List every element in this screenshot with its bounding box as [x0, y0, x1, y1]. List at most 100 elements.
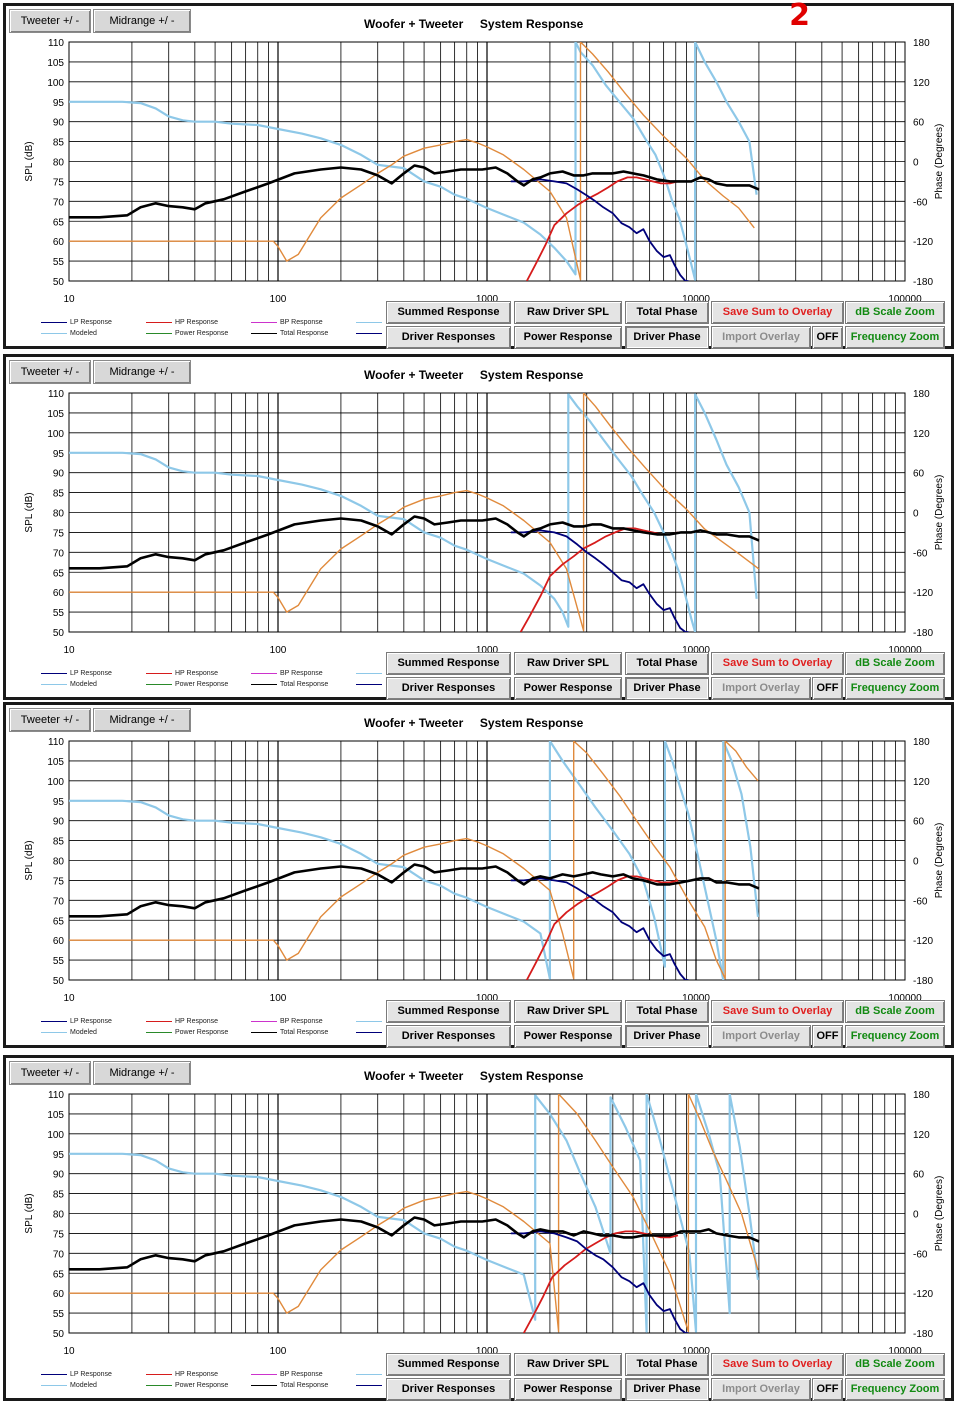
db-scale-zoom-button[interactable]: dB Scale Zoom [845, 652, 945, 675]
y2-tick-label: 120 [913, 429, 930, 440]
import-overlay-button[interactable]: Import Overlay [711, 1378, 811, 1401]
midrange-adjust-button[interactable]: Midrange +/ - [93, 360, 191, 384]
total-phase-button[interactable]: Total Phase [625, 1000, 709, 1023]
raw-driver-spl-button[interactable]: Raw Driver SPL [514, 652, 622, 675]
x-tick-label: 10000 [682, 294, 710, 305]
y-tick-label: 105 [47, 409, 64, 420]
raw-driver-spl-button[interactable]: Raw Driver SPL [514, 1000, 622, 1023]
tweeter-adjust-button[interactable]: Tweeter +/ - [9, 360, 91, 384]
response-plot: 50556065707580859095100105110-180-120-60… [24, 737, 945, 1004]
power-response-button[interactable]: Power Response [514, 1378, 622, 1401]
driver-phase-button[interactable]: Driver Phase [625, 326, 709, 349]
save-sum-button[interactable]: Save Sum to Overlay [711, 652, 844, 675]
legend-swatch [356, 672, 382, 674]
off-button[interactable]: OFF [812, 326, 843, 349]
frequency-zoom-button[interactable]: Frequency Zoom [845, 1378, 945, 1401]
summed-response-button[interactable]: Summed Response [386, 1000, 511, 1023]
y2-tick-label: 120 [913, 777, 930, 788]
legend-item: BP Response [251, 1371, 323, 1378]
total-phase-button[interactable]: Total Phase [625, 1353, 709, 1376]
db-scale-zoom-button[interactable]: dB Scale Zoom [845, 301, 945, 324]
save-sum-button[interactable]: Save Sum to Overlay [711, 1353, 844, 1376]
driver-responses-button[interactable]: Driver Responses [386, 677, 511, 700]
off-button[interactable]: OFF [812, 1378, 843, 1401]
driver-responses-button[interactable]: Driver Responses [386, 1025, 511, 1048]
y-tick-label: 50 [53, 1329, 65, 1340]
y-tick-label: 90 [53, 118, 65, 129]
tweeter-phase-curve [69, 393, 760, 632]
y-tick-label: 55 [53, 257, 65, 268]
y-tick-label: 85 [53, 837, 65, 848]
midrange-adjust-button[interactable]: Midrange +/ - [93, 1061, 191, 1085]
off-button[interactable]: OFF [812, 1025, 843, 1048]
summed-response-button[interactable]: Summed Response [386, 652, 511, 675]
tweeter-adjust-button[interactable]: Tweeter +/ - [9, 9, 91, 33]
save-sum-button[interactable]: Save Sum to Overlay [711, 1000, 844, 1023]
y-tick-label: 70 [53, 1249, 65, 1260]
legend-swatch [356, 321, 382, 323]
legend-swatch [146, 1031, 172, 1033]
legend-label: BP Response [280, 1371, 323, 1378]
frequency-zoom-button[interactable]: Frequency Zoom [845, 677, 945, 700]
y-tick-label: 95 [53, 98, 65, 109]
legend-swatch [146, 672, 172, 674]
y-tick-label: 60 [53, 936, 65, 947]
raw-driver-spl-button[interactable]: Raw Driver SPL [514, 301, 622, 324]
db-scale-zoom-button[interactable]: dB Scale Zoom [845, 1353, 945, 1376]
import-overlay-button[interactable]: Import Overlay [711, 677, 811, 700]
legend-label: Power Response [175, 1029, 229, 1036]
total-phase-button[interactable]: Total Phase [625, 652, 709, 675]
midrange-adjust-button[interactable]: Midrange +/ - [93, 708, 191, 732]
legend-label: Modeled [70, 330, 97, 337]
power-response-button[interactable]: Power Response [514, 677, 622, 700]
power-response-button[interactable]: Power Response [514, 326, 622, 349]
x-tick-label: 100000 [888, 294, 922, 305]
legend-item: Power Response [146, 681, 228, 688]
power-response-button[interactable]: Power Response [514, 1025, 622, 1048]
y-tick-label: 110 [48, 38, 64, 49]
tweeter-adjust-button[interactable]: Tweeter +/ - [9, 708, 91, 732]
summed-response-button[interactable]: Summed Response [386, 1353, 511, 1376]
save-sum-button[interactable]: Save Sum to Overlay [711, 301, 844, 324]
db-scale-zoom-button[interactable]: dB Scale Zoom [845, 1000, 945, 1023]
response-plot: 50556065707580859095100105110-180-120-60… [24, 38, 945, 305]
y-tick-label: 105 [47, 58, 64, 69]
midrange-adjust-button[interactable]: Midrange +/ - [93, 9, 191, 33]
y-tick-label: 70 [53, 896, 65, 907]
legend-label: Modeled [70, 681, 97, 688]
y-tick-label: 50 [53, 628, 65, 639]
x-tick-label: 100 [270, 645, 287, 656]
frequency-zoom-button[interactable]: Frequency Zoom [845, 326, 945, 349]
legend-swatch-extra [356, 1029, 385, 1036]
legend-item: LP Response [41, 319, 112, 326]
legend-label: Total Response [280, 330, 329, 337]
y-tick-label: 65 [53, 916, 65, 927]
legend-swatch [251, 1020, 277, 1022]
legend-label: LP Response [70, 1018, 112, 1025]
chart-panel: Tweeter +/ - Midrange +/ - Woofer + Tweete… [3, 1055, 954, 1401]
legend-item: LP Response [41, 1018, 112, 1025]
driver-responses-button[interactable]: Driver Responses [386, 1378, 511, 1401]
tweeter-adjust-button[interactable]: Tweeter +/ - [9, 1061, 91, 1085]
legend-swatch [251, 1373, 277, 1375]
total-phase-button[interactable]: Total Phase [625, 301, 709, 324]
import-overlay-button[interactable]: Import Overlay [711, 326, 811, 349]
driver-phase-button[interactable]: Driver Phase [625, 1378, 709, 1401]
summed-response-button[interactable]: Summed Response [386, 301, 511, 324]
y2-tick-label: 180 [913, 38, 930, 49]
import-overlay-button[interactable]: Import Overlay [711, 1025, 811, 1048]
off-button[interactable]: OFF [812, 677, 843, 700]
y-tick-label: 95 [53, 1150, 65, 1161]
driver-phase-button[interactable]: Driver Phase [625, 1025, 709, 1048]
driver-responses-button[interactable]: Driver Responses [386, 326, 511, 349]
x-tick-label: 10 [63, 645, 75, 656]
y2-tick-label: -120 [913, 237, 933, 248]
x-tick-label: 100 [270, 294, 287, 305]
legend-swatch-extra [356, 1018, 385, 1025]
frequency-zoom-button[interactable]: Frequency Zoom [845, 1025, 945, 1048]
raw-driver-spl-button[interactable]: Raw Driver SPL [514, 1353, 622, 1376]
y-tick-label: 60 [53, 1289, 65, 1300]
response-plot: 50556065707580859095100105110-180-120-60… [24, 389, 945, 656]
y-tick-label: 110 [48, 1090, 64, 1101]
driver-phase-button[interactable]: Driver Phase [625, 677, 709, 700]
